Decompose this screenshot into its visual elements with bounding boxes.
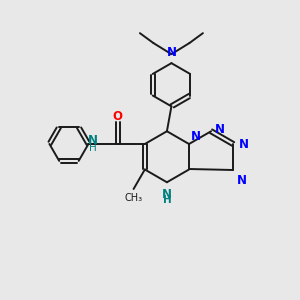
Text: N: N: [162, 188, 172, 201]
Text: N: N: [190, 130, 200, 142]
Text: N: N: [88, 134, 98, 147]
Text: H: H: [89, 142, 97, 153]
Text: N: N: [167, 46, 176, 59]
Text: N: N: [238, 137, 249, 151]
Text: N: N: [237, 174, 247, 187]
Text: N: N: [215, 123, 225, 136]
Text: O: O: [113, 110, 123, 123]
Text: CH₃: CH₃: [124, 193, 142, 202]
Text: H: H: [163, 195, 171, 205]
